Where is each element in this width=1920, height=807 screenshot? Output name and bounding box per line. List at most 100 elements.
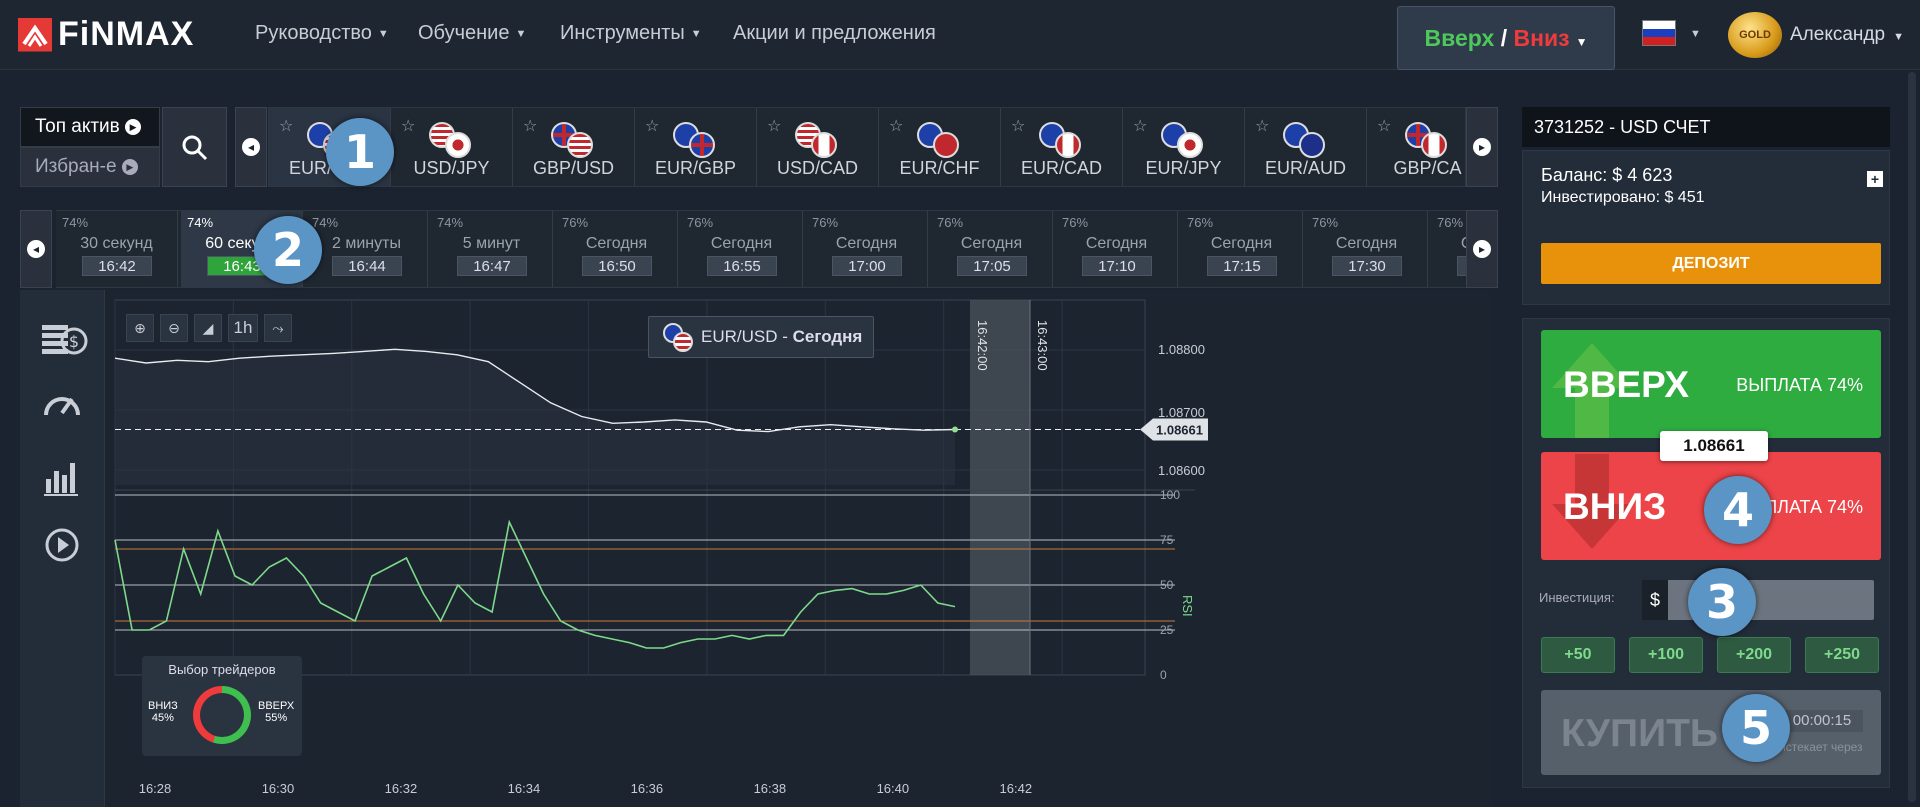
money-stack-icon[interactable]: $	[32, 305, 92, 365]
expiry-item[interactable]: 74% 2 минуты 16:44	[306, 211, 428, 287]
mode-up-label: Вверх	[1424, 25, 1495, 51]
asset-item[interactable]: ☆ EUR/GBP	[635, 108, 757, 186]
language-chevron-icon[interactable]: ▼	[1690, 28, 1701, 40]
speedometer-icon[interactable]	[32, 375, 92, 435]
asset-label: EUR/JPY	[1145, 158, 1222, 178]
quick-amount-button[interactable]: +200	[1717, 637, 1791, 673]
nav-promotions[interactable]: Акции и предложения	[733, 22, 936, 44]
quick-amount-button[interactable]: +250	[1805, 637, 1879, 673]
nav-education[interactable]: Обучение ▼	[418, 22, 527, 44]
zoom-out-icon[interactable]: ⊖	[160, 314, 188, 342]
asset-label: USD/JPY	[413, 158, 490, 178]
expiry-item[interactable]: 74% 5 минут 16:47	[431, 211, 553, 287]
page-scrollbar[interactable]	[1908, 72, 1916, 802]
mode-dropdown[interactable]: Вверх / Вниз ▼	[1397, 6, 1615, 70]
star-icon[interactable]: ☆	[401, 118, 416, 135]
rsi-label: RSI	[1180, 595, 1195, 617]
chart-title[interactable]: EUR/USD - Сегодня	[648, 316, 874, 358]
expiry-band	[970, 300, 1030, 675]
expiry-time: 16:47	[457, 256, 527, 276]
expiry-item[interactable]: 76% Сегодня 17:05	[931, 211, 1053, 287]
star-icon[interactable]: ☆	[279, 118, 294, 135]
star-icon[interactable]: ☆	[523, 118, 538, 135]
time-tick-label: 16:40	[877, 781, 910, 796]
deposit-button[interactable]: ДЕПОЗИТ	[1541, 243, 1881, 284]
expiry-payout: 76%	[1437, 215, 1464, 230]
tab-top-assets[interactable]: Топ актив ▶	[20, 107, 160, 147]
star-icon[interactable]: ☆	[1255, 118, 1270, 135]
expiry-time: 17:30	[1332, 256, 1402, 276]
bar-chart-icon[interactable]	[32, 445, 92, 505]
expiry-item[interactable]: 76% Сегодня 17:10	[1056, 211, 1178, 287]
star-icon[interactable]: ☆	[1011, 118, 1026, 135]
assets-scroll-right[interactable]: ▸	[1466, 107, 1498, 187]
asset-item[interactable]: ☆ EUR/JPY	[1123, 108, 1245, 186]
expiry-item[interactable]: 74% 30 секунд 16:42	[56, 211, 178, 287]
expiry-payout: 76%	[1312, 215, 1339, 230]
rsi-line	[114, 519, 956, 649]
quick-amount-button[interactable]: +50	[1541, 637, 1615, 673]
asset-item[interactable]: ☆ USD/JPY	[391, 108, 513, 186]
investment-label: Инвестиция:	[1539, 590, 1615, 605]
area-chart-icon[interactable]: ◢	[194, 314, 222, 342]
assets-scroll-left[interactable]: ◂	[235, 107, 267, 187]
nav-tools[interactable]: Инструменты ▼	[560, 22, 702, 44]
expand-plus-icon[interactable]: +	[1867, 171, 1883, 187]
current-price-tooltip: 1.08661	[1660, 431, 1768, 461]
logo-text: FiNMAX	[58, 15, 195, 53]
play-circle-icon[interactable]	[32, 515, 92, 575]
star-icon[interactable]: ☆	[645, 118, 660, 135]
zoom-in-icon[interactable]: ⊕	[126, 314, 154, 342]
price-area	[115, 349, 955, 485]
russian-flag-icon[interactable]	[1642, 20, 1676, 46]
buy-label: КУПИТЬ	[1561, 712, 1718, 755]
star-icon[interactable]: ☆	[889, 118, 904, 135]
user-menu[interactable]: Александр ▼	[1790, 24, 1904, 46]
star-icon[interactable]: ☆	[767, 118, 782, 135]
star-icon[interactable]: ☆	[1377, 118, 1392, 135]
asset-label: EUR/GBP	[654, 158, 737, 178]
tab-favorites[interactable]: Избран-е ▶	[20, 147, 160, 187]
expiry-item[interactable]: 76% Сегодня 17:15	[1181, 211, 1303, 287]
search-icon	[182, 135, 208, 161]
currency-symbol: $	[1642, 580, 1668, 620]
interval-button[interactable]: 1h	[228, 314, 258, 342]
expiry-name: Сегодня	[585, 235, 648, 252]
asset-item[interactable]: ☆ EUR/CHF	[879, 108, 1001, 186]
account-title: 3731252 - USD СЧЕТ	[1522, 107, 1890, 147]
asset-label: USD/CAD	[776, 158, 858, 178]
expiry-payout: 76%	[1187, 215, 1214, 230]
expiry-scroll-right[interactable]: ▸	[1466, 210, 1498, 288]
asset-item[interactable]: ☆ EUR/AUD	[1245, 108, 1367, 186]
avatar[interactable]: GOLD	[1728, 12, 1782, 58]
asset-item[interactable]: ☆ EUR/CAD	[1001, 108, 1123, 186]
expiry-name: 30 секунд	[80, 235, 153, 252]
asset-item[interactable]: ☆ GBP/USD	[513, 108, 635, 186]
expiry-item[interactable]: 76% Сегодня 17:30	[1306, 211, 1428, 287]
traders-up: ВВЕРХ 55%	[258, 700, 295, 724]
expiry-item[interactable]: 76% Сегодня 17	[1431, 211, 1466, 287]
finmax-logo[interactable]: FiNMAX	[18, 15, 194, 54]
nav-guide[interactable]: Руководство ▼	[255, 22, 389, 44]
expiry-item[interactable]: 76% Сегодня 17:00	[806, 211, 928, 287]
expiry-item[interactable]: 76% Сегодня 16:50	[556, 211, 678, 287]
search-button[interactable]	[162, 107, 227, 187]
current-price-tag	[1140, 418, 1208, 441]
indicator-icon[interactable]: ⤳	[264, 314, 292, 342]
rsi-tick-label: 25	[1160, 623, 1174, 637]
asset-item[interactable]: ☆ USD/CAD	[757, 108, 879, 186]
currency-pair-flag-icon	[1283, 122, 1331, 158]
call-up-button[interactable]: ВВЕРХ ВЫПЛАТА 74%	[1541, 330, 1881, 438]
price-chart[interactable]: 1.08661 1.08800 1.08700 1.08600 100 75 50 25 0 RS…	[20, 290, 1490, 807]
expiry-scroll-left[interactable]: ◂	[20, 210, 52, 288]
buy-button[interactable]: КУПИТЬ 00:00:15 истекает через	[1541, 690, 1881, 775]
asset-label: EUR/AUD	[1264, 158, 1346, 178]
expiry-item[interactable]: 76% Сегодня 16:55	[681, 211, 803, 287]
quick-amount-button[interactable]: +100	[1629, 637, 1703, 673]
asset-item[interactable]: ☆ GBP/CA	[1367, 108, 1465, 186]
expiry-time: 17:05	[957, 256, 1027, 276]
expiry-name: Сегодня	[1210, 235, 1273, 252]
expiry-time: 16:55	[707, 256, 777, 276]
star-icon[interactable]: ☆	[1133, 118, 1148, 135]
investment-input[interactable]: $	[1642, 580, 1874, 620]
